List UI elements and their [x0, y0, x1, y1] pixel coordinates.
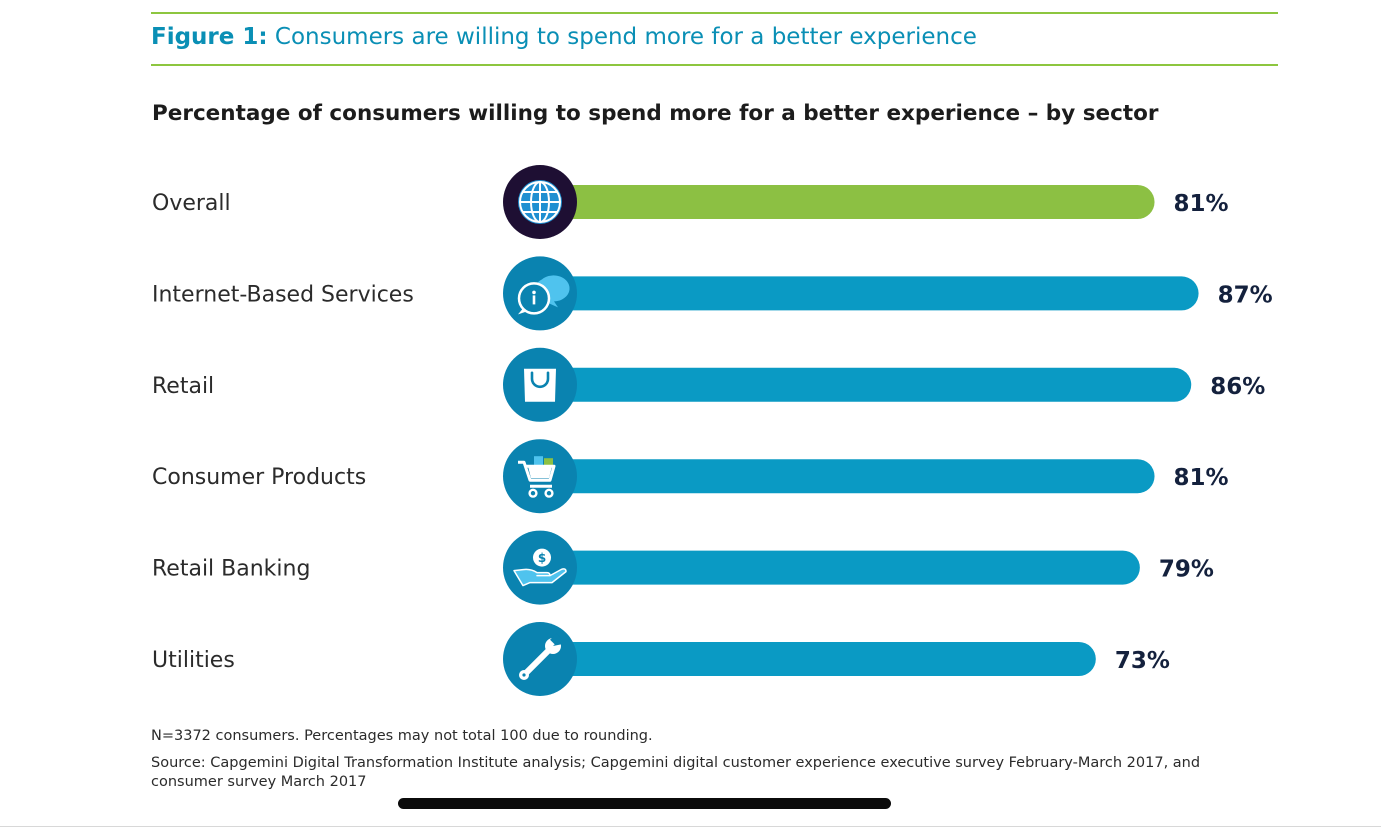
shopping-bag-icon: [503, 347, 577, 422]
chat-info-icon: [503, 256, 577, 331]
value-label: 73%: [1115, 648, 1170, 674]
bar-chart: Overall 81% Internet-Based Services 87% Reta…: [152, 165, 1273, 696]
hand-money-icon: $: [503, 530, 577, 605]
value-label: 86%: [1210, 374, 1265, 400]
source-note-line-2: consumer survey March 2017: [151, 774, 367, 790]
bottom-divider: [0, 826, 1381, 827]
category-label: Internet-Based Services: [152, 282, 414, 307]
sample-note: N=3372 consumers. Percentages may not to…: [151, 728, 653, 744]
figure-title: Figure 1: Consumers are willing to spend…: [151, 24, 977, 50]
figure-title-text: Consumers are willing to spend more for …: [274, 24, 977, 50]
bar: [560, 185, 1155, 219]
value-label: 87%: [1218, 282, 1273, 308]
home-indicator[interactable]: [398, 798, 891, 809]
shopping-cart-icon: [503, 439, 577, 514]
category-label: Retail: [152, 374, 214, 399]
category-label: Consumer Products: [152, 465, 366, 490]
value-label: 79%: [1159, 557, 1214, 583]
value-label: 81%: [1174, 465, 1229, 491]
bar: [560, 642, 1096, 676]
source-note-line-1: Source: Capgemini Digital Transformation…: [151, 755, 1201, 771]
chart-title: Percentage of consumers willing to spend…: [152, 101, 1159, 126]
category-label: Utilities: [152, 648, 235, 673]
svg-text:$: $: [538, 551, 546, 565]
title-rule: [151, 64, 1278, 66]
top-rule: [151, 12, 1278, 14]
wrench-icon: [503, 622, 577, 696]
figure-label: Figure 1:: [151, 24, 268, 50]
bar: [560, 459, 1155, 494]
category-label: Retail Banking: [152, 557, 310, 582]
value-label: 81%: [1174, 191, 1229, 217]
bar: [560, 550, 1140, 585]
category-label: Overall: [152, 191, 231, 216]
bar: [560, 367, 1192, 402]
bar: [560, 276, 1199, 311]
globe-icon: [503, 165, 577, 239]
